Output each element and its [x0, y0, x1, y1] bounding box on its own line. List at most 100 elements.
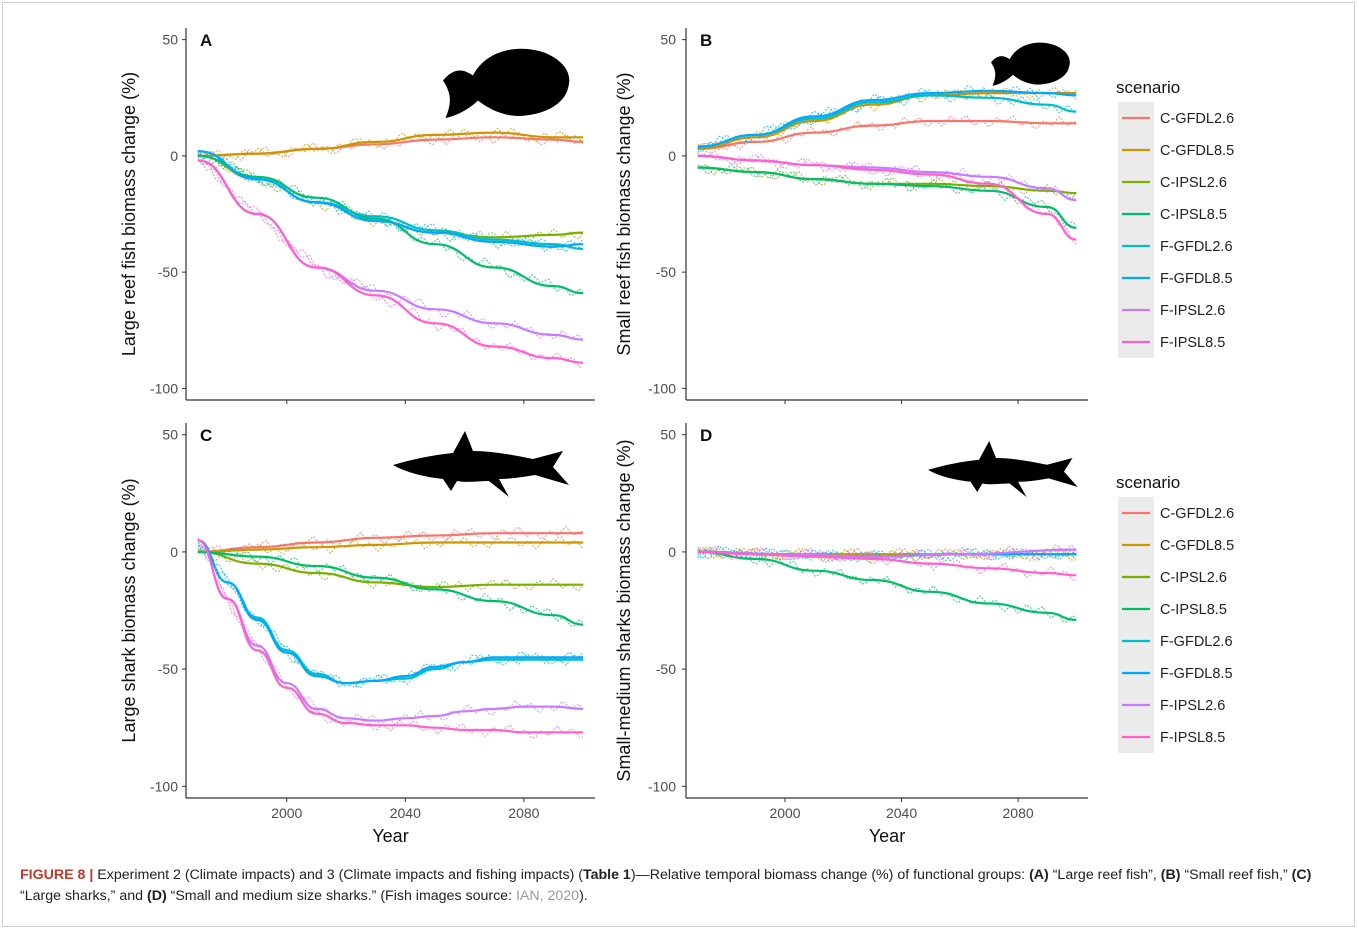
caption-text-d: “Small and medium size sharks.” (Fish im… [166, 888, 516, 904]
caption-text-2: )—Relative temporal biomass change (%) o… [630, 867, 1030, 883]
series-trend-line [197, 150, 584, 250]
caption-label-d: (D) [146, 888, 167, 904]
legend-title: scenario [1116, 78, 1180, 97]
series-trend-line [697, 119, 1077, 150]
y-axis-title: Large reef fish biomass change (%) [119, 72, 139, 356]
y-tick-label: -100 [648, 778, 676, 794]
series-trend-line [197, 539, 584, 722]
legend-item-label: C-GFDL8.5 [1160, 143, 1234, 159]
legend-item-label: F-IPSL8.5 [1160, 335, 1225, 351]
panel-d: D 50 0 -50 -100 2000 2040 2080 Small-medium shar… [614, 423, 1088, 846]
legend-item-label: F-IPSL8.5 [1160, 730, 1225, 746]
legend-item-label: C-IPSL8.5 [1160, 207, 1227, 223]
series-raw-line [697, 546, 1077, 564]
caption-text-1: Experiment 2 (Climate impacts) and 3 (Cl… [93, 867, 583, 883]
legend-item-label: C-IPSL8.5 [1160, 602, 1227, 618]
legend-item-label: C-GFDL2.6 [1160, 506, 1234, 522]
legend-item-label: F-GFDL8.5 [1160, 271, 1233, 287]
caption-label-c: (C) [1291, 867, 1312, 883]
series-raw-line [197, 154, 584, 242]
series-raw-line [197, 541, 584, 689]
series-raw-line [197, 545, 584, 688]
y-tick-label: -100 [648, 380, 676, 396]
figure-chart: A 50 0 -50 -100 Large reef fish biomass chang… [119, 28, 1234, 846]
x-tick-label: 2080 [1003, 805, 1034, 821]
series-raw-line [197, 547, 584, 627]
legend-top: scenario C-GFDL2.6 C-GFDL8.5 C-IPSL2.6 C-IPS… [1116, 78, 1234, 358]
x-tick-label: 2040 [886, 805, 917, 821]
series-trend-line [197, 159, 584, 341]
series-raw-line [697, 115, 1077, 151]
legend-item-label: C-IPSL2.6 [1160, 570, 1227, 586]
series-raw-line [197, 537, 584, 726]
y-tick-label: 0 [668, 148, 676, 164]
series-raw-line [197, 536, 584, 557]
y-axis-title: Large shark biomass change (%) [119, 478, 139, 742]
caption-figure-label: FIGURE 8 | [20, 867, 94, 883]
legend-item-label: C-IPSL2.6 [1160, 175, 1227, 191]
y-tick-label: -50 [158, 661, 178, 677]
y-tick-label: 0 [170, 544, 178, 560]
series-trend-line [697, 154, 1077, 202]
fish-small-silhouette-icon [991, 42, 1070, 86]
x-tick-label: 2000 [271, 805, 302, 821]
legend-item-label: F-GFDL2.6 [1160, 634, 1233, 650]
series-trend-line [197, 539, 584, 685]
caption-label-a: (A) [1029, 867, 1049, 883]
legend-item-label: F-GFDL8.5 [1160, 666, 1233, 682]
series-raw-line [197, 539, 584, 739]
y-tick-label: 50 [660, 32, 676, 48]
caption-text-c: “Large sharks,” and [20, 888, 147, 904]
series-trend-line [697, 550, 1077, 621]
y-tick-label: 0 [170, 148, 178, 164]
caption-label-b: (B) [1160, 867, 1181, 883]
legend-title: scenario [1116, 473, 1180, 492]
series-raw-line [697, 87, 1077, 151]
y-tick-label: 0 [668, 544, 676, 560]
series-raw-line [197, 152, 584, 253]
y-tick-label: -100 [150, 778, 178, 794]
panel-label-a: A [200, 31, 212, 50]
panel-b: B 50 0 -50 -100 Small reef fish biomass chang… [614, 28, 1088, 404]
series-trend-line [197, 550, 584, 626]
series-raw-line [197, 131, 584, 161]
series-raw-line [197, 549, 584, 593]
series-trend-line [197, 532, 584, 553]
series-raw-line [697, 163, 1077, 227]
caption-source-link[interactable]: IAN, 2020 [515, 888, 580, 904]
panel-a: A 50 0 -50 -100 Large reef fish biomass chang… [119, 28, 595, 404]
caption-text-b: “Small reef fish,” [1180, 867, 1292, 883]
x-axis-title: Year [869, 826, 905, 846]
y-tick-label: 50 [162, 427, 178, 443]
series-trend-line [197, 539, 584, 734]
legend-item-label: C-GFDL2.6 [1160, 111, 1234, 127]
series-trend-line [697, 550, 1077, 577]
legend-bottom: scenario C-GFDL2.6 C-GFDL8.5 C-IPSL2.6 C-IPS… [1116, 473, 1234, 753]
y-tick-label: -50 [158, 264, 178, 280]
figure-caption: FIGURE 8 | Experiment 2 (Climate impacts… [20, 865, 1340, 907]
caption-text-a: “Large reef fish”, [1048, 867, 1161, 883]
x-tick-label: 2000 [769, 805, 800, 821]
series-trend-line [697, 89, 1077, 148]
x-axis-title: Year [372, 826, 408, 846]
x-tick-label: 2080 [508, 805, 539, 821]
panel-label-b: B [700, 31, 712, 50]
panel-label-c: C [200, 426, 212, 445]
caption-text-end: ). [579, 888, 588, 904]
panel-c: C 50 0 -50 -100 2000 2040 2080 Large shark bioma… [119, 423, 595, 846]
panel-label-d: D [700, 426, 712, 445]
shark-large-silhouette-icon [393, 431, 569, 497]
y-tick-label: -50 [656, 264, 676, 280]
y-tick-label: -100 [150, 380, 178, 396]
legend-item-label: F-IPSL2.6 [1160, 698, 1225, 714]
caption-table-ref[interactable]: Table 1 [582, 867, 631, 883]
series-trend-line [197, 150, 584, 248]
series-trend-line [697, 154, 1077, 241]
legend-item-label: C-GFDL8.5 [1160, 538, 1234, 554]
y-tick-label: 50 [162, 32, 178, 48]
series-trend-line [197, 159, 584, 364]
series-trend-line [697, 166, 1077, 229]
series-raw-line [697, 544, 1077, 563]
x-tick-label: 2040 [390, 805, 421, 821]
